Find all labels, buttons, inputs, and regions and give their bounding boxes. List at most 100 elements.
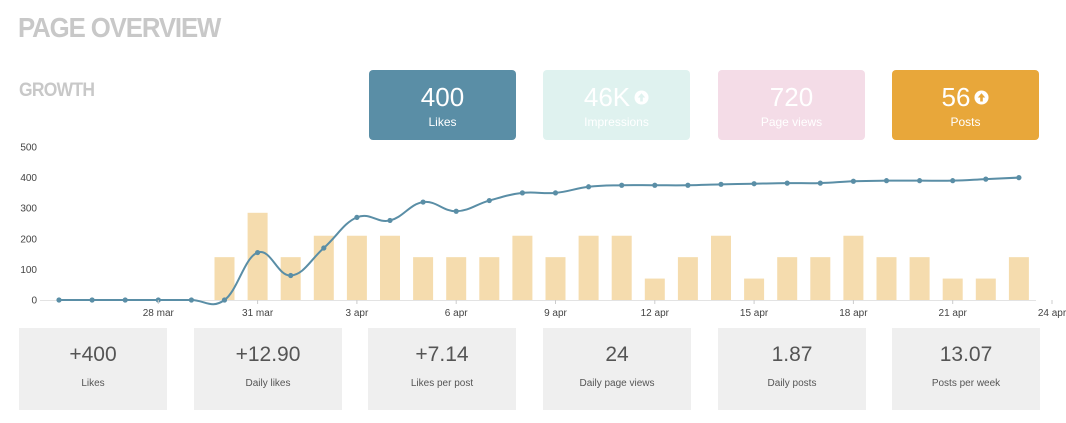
daily-bar [711,235,731,300]
kpi-impressions-card[interactable]: 46K Impressions [543,70,690,140]
kpi-posts-value-row: 56 [892,82,1039,112]
stat-daily-page-views-card: 24 Daily page views [543,328,691,410]
x-tick-label: 12 apr [641,308,670,319]
x-tick-label: 6 apr [445,308,468,319]
kpi-impressions-label: Impressions [584,115,649,129]
x-tick-label: 18 apr [839,308,868,319]
daily-bar [280,257,301,300]
kpi-likes-card[interactable]: 400 Likes [369,70,516,140]
line-point [950,178,956,184]
stat-posts-per-week-label: Posts per week [931,378,1001,389]
stat-daily-posts-card: 1.87 Daily posts [718,328,866,410]
daily-bar [942,278,963,300]
daily-bar [975,278,996,300]
kpi-impressions-value: 46K [583,82,631,112]
y-tick-label: 100 [20,265,37,276]
kpi-impressions-value-row: 46K [543,82,690,112]
stat-likes-per-post-value: +7.14 [415,343,469,366]
page-title: PAGE OVERVIEW [18,12,221,43]
daily-bars [214,212,1029,300]
line-point [188,297,194,303]
kpi-likes-value-row: 400 [369,82,516,112]
kpi-posts-card[interactable]: 56 Posts [892,70,1039,140]
growth-chart: 0 100 200 300 400 500 28 mar 31 mar 3 apr 6 apr 9… [20,143,1066,320]
stat-posts-per-week-card: 13.07 Posts per week [892,328,1040,410]
daily-bar [479,257,500,300]
x-tick-label: 21 apr [939,308,968,319]
stat-daily-likes-label: Daily likes [245,378,291,389]
daily-bar [247,212,268,300]
arrow-up-circle-icon [974,90,989,105]
x-tick-label: 24 apr [1038,308,1066,319]
line-point [288,272,294,279]
line-point [486,197,492,204]
stat-daily-posts-label: Daily posts [767,378,817,389]
line-point [619,182,625,188]
daily-bar [380,235,400,300]
kpi-posts-label: Posts [950,115,981,129]
daily-bar [777,257,798,300]
line-point [89,297,95,303]
kpi-likes-value: 400 [420,82,465,112]
daily-bar [446,257,467,300]
line-point [917,178,923,184]
stat-likes-per-post-card: +7.14 Likes per post [368,328,516,410]
stat-likes-card: +400 Likes [19,328,167,410]
y-tick-label: 0 [31,296,37,307]
daily-bar [346,235,367,300]
daily-bar [909,257,930,300]
line-point [56,297,62,303]
kpi-posts-value: 56 [941,82,971,112]
y-axis-ticks: 0 100 200 300 400 500 [20,143,37,307]
stat-likes-label: Likes [81,378,105,389]
daily-bar [313,235,334,300]
line-point [519,190,526,196]
y-tick-label: 200 [20,234,37,245]
line-point [255,249,261,256]
stat-daily-page-views-label: Daily page views [579,378,655,389]
stat-daily-page-views-value: 24 [605,343,629,366]
x-tick-label: 9 apr [544,308,567,319]
y-tick-label: 300 [20,204,37,215]
stat-daily-likes-card: +12.90 Daily likes [194,328,342,410]
x-tick-label: 15 apr [740,308,769,319]
line-point [718,181,724,187]
daily-bar [611,235,632,300]
line-point [685,182,691,188]
stat-likes-value: +400 [69,343,117,366]
y-tick-label: 400 [20,173,37,184]
kpi-pageviews-card[interactable]: 720 Page views [718,70,865,140]
stat-daily-posts-value: 1.87 [771,343,813,366]
line-point [420,199,426,205]
daily-bar [876,257,897,300]
line-point [354,214,360,220]
line-point [883,178,890,184]
daily-bar [545,257,566,300]
line-point [817,180,823,186]
kpi-likes-label: Likes [428,115,457,129]
line-point [652,182,658,188]
cumulative-line [58,176,1019,306]
arrow-up-circle-icon [634,90,649,105]
daily-bar [1008,257,1029,300]
line-point [850,178,857,184]
daily-bar [744,278,765,300]
stat-likes-per-post-label: Likes per post [410,378,474,389]
kpi-pageviews-value: 720 [769,82,814,112]
line-point [552,190,559,196]
stat-posts-per-week-value: 13.07 [939,343,993,366]
line-point [586,184,592,190]
line-point [122,297,128,303]
line-point [453,208,459,214]
line-point [221,297,228,303]
daily-bar [677,257,698,300]
x-tick-label: 28 mar [143,308,175,319]
daily-bar [413,257,434,300]
line-point [1016,175,1022,181]
stat-daily-likes-value: +12.90 [235,343,301,366]
x-axis-ticks: 28 mar 31 mar 3 apr 6 apr 9 apr 12 apr 15 apr 1… [143,300,1066,319]
x-tick-label: 31 mar [242,308,274,319]
daily-bar [214,257,235,300]
x-tick-label: 3 apr [346,308,369,319]
kpi-pageviews-label: Page views [760,115,823,129]
